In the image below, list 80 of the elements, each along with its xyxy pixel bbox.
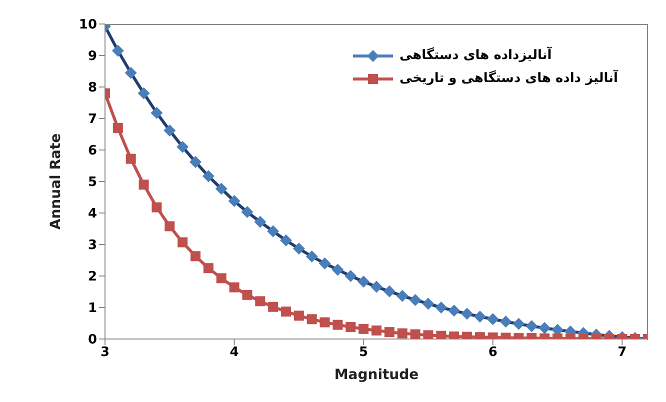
point — [332, 264, 344, 276]
point — [512, 318, 525, 330]
legend-label: آنالیزداده های دستگاهی — [399, 48, 552, 63]
point — [306, 314, 317, 324]
point — [372, 325, 382, 336]
point — [152, 202, 162, 212]
point — [538, 322, 551, 334]
point — [190, 156, 202, 168]
x-tick-label: 5 — [359, 345, 368, 360]
point — [344, 270, 357, 282]
point — [409, 294, 422, 306]
point — [150, 106, 163, 119]
point — [358, 276, 370, 288]
point — [346, 322, 356, 332]
x-tick-label: 4 — [230, 345, 239, 360]
point — [164, 221, 175, 232]
point — [526, 320, 538, 332]
y-tick-label: 4 — [88, 206, 97, 222]
point — [423, 330, 434, 339]
point — [384, 327, 394, 338]
legend-label: آنالیز داده های دستگاهی و تاریخی — [399, 71, 618, 86]
point — [358, 324, 369, 334]
y-tick-label: 3 — [88, 238, 97, 254]
point — [176, 140, 189, 153]
point — [126, 154, 136, 164]
y-tick-label: 5 — [88, 175, 97, 190]
y-tick-label: 6 — [88, 144, 97, 159]
y-tick-label: 2 — [88, 270, 97, 285]
point — [190, 251, 200, 262]
point — [383, 285, 396, 298]
point — [396, 290, 408, 302]
y-tick-label: 9 — [88, 49, 97, 64]
point — [332, 320, 343, 330]
point — [318, 257, 331, 270]
x-axis-title: Magnitude — [334, 367, 419, 383]
y-tick-label: 10 — [78, 18, 97, 33]
point — [138, 180, 149, 190]
y-tick-label: 7 — [88, 112, 97, 128]
point — [422, 298, 434, 310]
y-tick-label: 8 — [88, 80, 97, 96]
point — [320, 317, 330, 328]
point — [306, 250, 318, 262]
point — [215, 182, 228, 195]
point — [397, 328, 408, 338]
point — [242, 290, 252, 300]
point — [292, 242, 305, 255]
point — [241, 206, 254, 218]
point — [216, 273, 226, 284]
point — [435, 302, 448, 314]
y-tick-label: 0 — [88, 332, 97, 348]
point — [268, 302, 278, 312]
point — [294, 310, 304, 321]
point — [410, 329, 420, 339]
point — [228, 195, 240, 208]
y-axis-title: Annual Rate — [48, 133, 64, 230]
point — [255, 296, 266, 306]
point — [370, 280, 382, 293]
point — [474, 310, 486, 323]
point — [229, 282, 240, 292]
point — [280, 234, 292, 246]
point — [202, 170, 214, 182]
y-tick-label: 1 — [88, 301, 97, 316]
point — [281, 306, 291, 317]
point — [112, 122, 123, 133]
point — [500, 316, 512, 328]
point — [461, 308, 473, 320]
point — [436, 330, 446, 339]
point — [254, 216, 266, 228]
x-tick-label: 6 — [488, 345, 498, 360]
point — [203, 263, 214, 274]
x-tick-label: 3 — [100, 345, 110, 360]
point — [448, 304, 460, 317]
point — [112, 44, 124, 57]
point — [178, 237, 188, 248]
point — [164, 124, 176, 136]
point — [124, 66, 137, 79]
point — [138, 87, 150, 100]
x-tick-label: 7 — [618, 345, 627, 360]
point — [267, 225, 280, 238]
point — [486, 313, 499, 326]
